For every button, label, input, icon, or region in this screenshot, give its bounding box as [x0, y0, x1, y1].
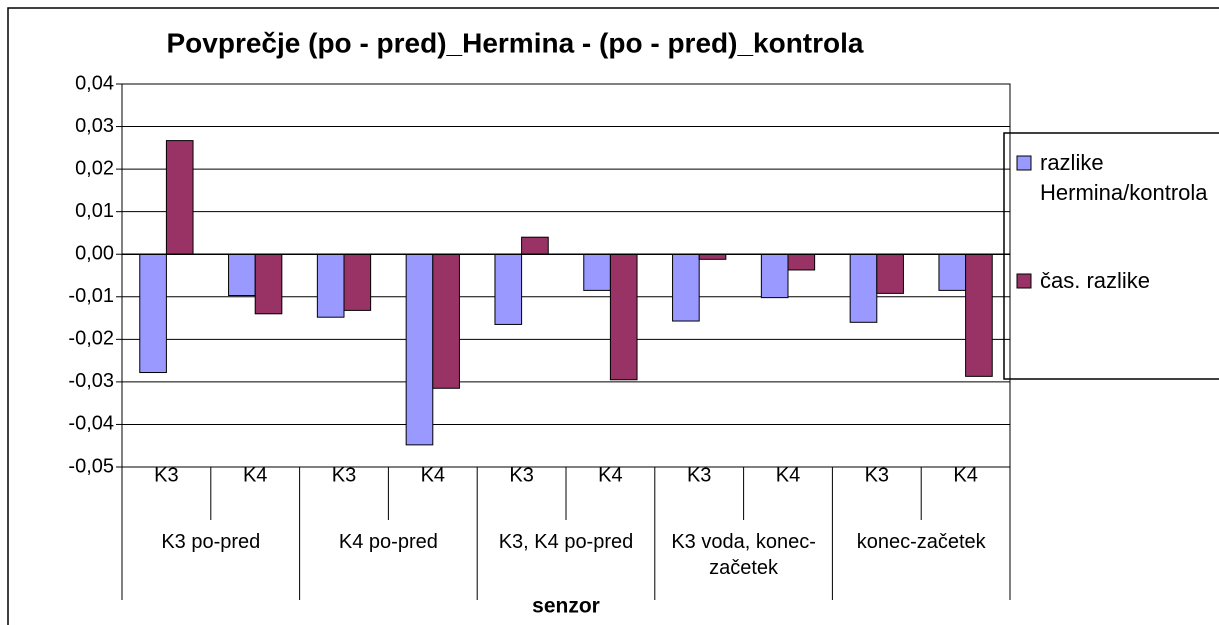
bar: [849, 253, 878, 323]
x-tick-label: K3: [687, 464, 711, 486]
x-tick-label: K4: [953, 464, 977, 486]
y-tick-label: -0,04: [68, 413, 114, 435]
bar: [938, 253, 967, 291]
y-tick-label: -0,02: [68, 328, 114, 350]
x-tick-label: K4: [776, 464, 800, 486]
x-tick-label: K3: [332, 464, 356, 486]
legend-box: [1003, 132, 1219, 380]
x-tick-label: K4: [243, 464, 267, 486]
bar: [494, 253, 523, 325]
group-label: K4 po-pred: [338, 531, 438, 553]
group-label: K3, K4 po-pred: [498, 531, 634, 553]
y-tick-label: -0,03: [68, 370, 114, 392]
bar: [609, 253, 638, 381]
bar: [139, 253, 167, 374]
x-tick-label: K4: [598, 464, 622, 486]
bar: [432, 253, 460, 389]
legend-swatch: [1016, 155, 1032, 171]
group-label: K3 po-pred: [161, 531, 261, 553]
x-tick-label: K3: [154, 464, 178, 486]
bar: [165, 140, 194, 255]
y-tick-label: 0,02: [75, 157, 114, 179]
bar: [583, 253, 611, 291]
legend-label: čas. razlike: [1040, 268, 1151, 293]
y-tick-label: 0,04: [75, 72, 114, 94]
bar: [698, 253, 727, 260]
y-tick-label: 0,00: [75, 243, 114, 265]
bar: [521, 236, 549, 255]
bar: [343, 253, 372, 311]
bar: [316, 253, 345, 318]
group-label: konec-začetek: [856, 531, 986, 553]
legend-swatch: [1016, 273, 1032, 289]
bar: [228, 253, 256, 297]
bar: [254, 253, 283, 315]
x-tick-label: K3: [509, 464, 533, 486]
chart-title: Povprečje (po - pred)_Hermina - (po - pr…: [167, 27, 864, 58]
x-axis-label: senzor: [532, 595, 600, 618]
group-label: K3 voda, konec-začetek: [671, 531, 816, 579]
bar: [760, 253, 789, 299]
y-tick-label: 0,03: [75, 115, 114, 137]
y-tick-label: -0,05: [68, 455, 114, 477]
legend-label: razlike Hermina/kontrola: [1040, 150, 1208, 205]
x-tick-label: K3: [865, 464, 889, 486]
bar: [876, 253, 904, 294]
x-tick-label: K4: [421, 464, 445, 486]
bar: [965, 253, 993, 377]
y-tick-label: -0,01: [68, 285, 114, 307]
y-tick-label: 0,01: [75, 200, 114, 222]
bar: [787, 253, 816, 271]
bar: [672, 253, 700, 322]
bar: [405, 253, 434, 446]
